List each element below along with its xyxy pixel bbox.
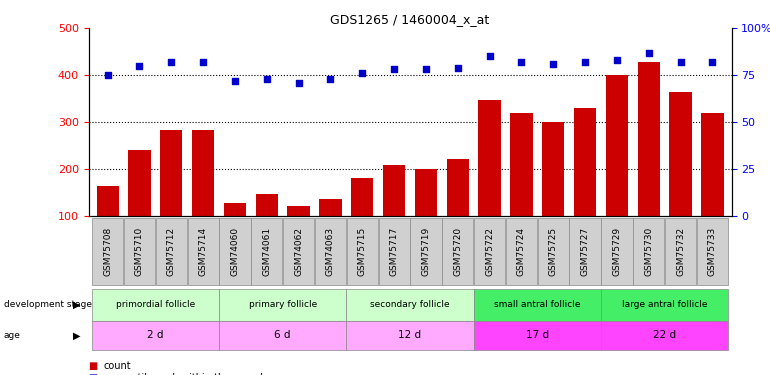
Point	[420, 66, 432, 72]
Point	[547, 61, 560, 67]
Bar	[606, 75, 628, 262]
Text: GSM75733: GSM75733	[708, 226, 717, 276]
Text: GSM75722: GSM75722	[485, 227, 494, 276]
Bar	[511, 112, 533, 262]
Text: count: count	[104, 362, 132, 371]
Title: GDS1265 / 1460004_x_at: GDS1265 / 1460004_x_at	[330, 13, 490, 26]
Point	[515, 59, 527, 65]
Bar	[478, 100, 501, 262]
Bar	[638, 62, 660, 262]
Text: 6 d: 6 d	[274, 330, 291, 340]
Text: GSM75724: GSM75724	[517, 227, 526, 276]
Bar	[160, 130, 182, 262]
Bar	[256, 194, 278, 262]
Point	[260, 76, 273, 82]
Text: ■: ■	[89, 362, 98, 371]
Point	[165, 59, 177, 65]
Text: 22 d: 22 d	[653, 330, 676, 340]
Text: GSM74060: GSM74060	[230, 226, 239, 276]
Point	[356, 70, 368, 76]
Text: GSM75712: GSM75712	[167, 226, 176, 276]
Text: small antral follicle: small antral follicle	[494, 300, 581, 309]
Text: ▶: ▶	[73, 330, 81, 340]
Point	[579, 59, 591, 65]
Bar	[96, 186, 119, 262]
Text: 17 d: 17 d	[526, 330, 549, 340]
Bar	[447, 159, 469, 262]
Text: large antral follicle: large antral follicle	[622, 300, 708, 309]
Text: GSM74063: GSM74063	[326, 226, 335, 276]
Bar	[351, 178, 373, 262]
Point	[643, 50, 655, 55]
Point	[452, 64, 464, 70]
Text: secondary follicle: secondary follicle	[370, 300, 450, 309]
Bar	[574, 108, 596, 262]
Bar	[320, 199, 342, 262]
Bar	[701, 112, 724, 262]
Text: GSM74062: GSM74062	[294, 227, 303, 276]
Point	[229, 78, 241, 84]
Point	[611, 57, 623, 63]
Bar	[383, 165, 405, 262]
Text: primordial follicle: primordial follicle	[116, 300, 195, 309]
Text: GSM75715: GSM75715	[358, 226, 367, 276]
Bar	[129, 150, 151, 262]
Bar	[542, 122, 564, 262]
Text: 12 d: 12 d	[398, 330, 422, 340]
Bar	[192, 130, 214, 262]
Point	[102, 72, 114, 78]
Text: age: age	[4, 331, 21, 340]
Point	[484, 53, 496, 59]
Text: GSM75729: GSM75729	[612, 226, 621, 276]
Point	[388, 66, 400, 72]
Point	[706, 59, 718, 65]
Point	[675, 59, 687, 65]
Bar	[287, 206, 310, 262]
Bar	[669, 92, 691, 262]
Point	[133, 63, 146, 69]
Text: GSM75710: GSM75710	[135, 226, 144, 276]
Text: ▶: ▶	[73, 300, 81, 310]
Text: 2 d: 2 d	[147, 330, 164, 340]
Text: percentile rank within the sample: percentile rank within the sample	[104, 373, 269, 375]
Text: GSM75730: GSM75730	[644, 226, 653, 276]
Text: ■: ■	[89, 373, 98, 375]
Text: GSM75719: GSM75719	[421, 226, 430, 276]
Point	[197, 59, 209, 65]
Text: GSM75717: GSM75717	[390, 226, 399, 276]
Text: GSM74061: GSM74061	[263, 226, 271, 276]
Bar	[415, 169, 437, 262]
Text: GSM75727: GSM75727	[581, 226, 590, 276]
Text: GSM75732: GSM75732	[676, 226, 685, 276]
Text: GSM75708: GSM75708	[103, 226, 112, 276]
Point	[293, 80, 305, 86]
Text: development stage: development stage	[4, 300, 92, 309]
Point	[324, 76, 336, 82]
Text: primary follicle: primary follicle	[249, 300, 316, 309]
Bar	[224, 202, 246, 262]
Text: GSM75725: GSM75725	[549, 226, 557, 276]
Text: GSM75714: GSM75714	[199, 226, 208, 276]
Text: GSM75720: GSM75720	[454, 226, 462, 276]
